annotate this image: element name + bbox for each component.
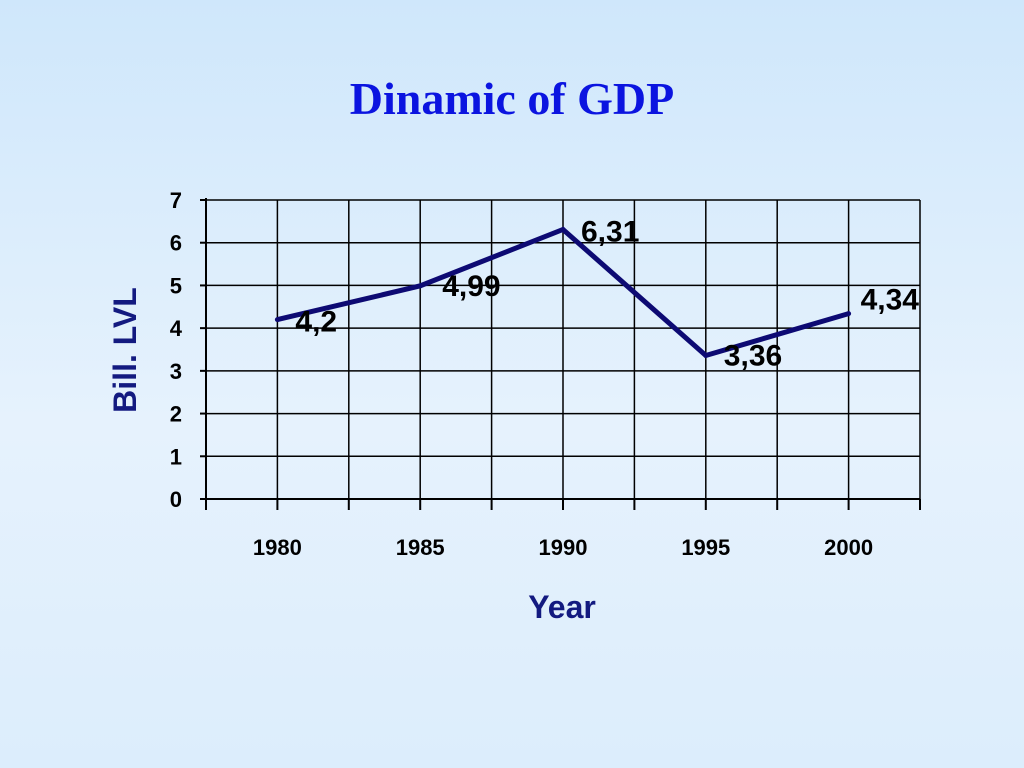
y-tick-label: 7 [170, 188, 182, 213]
data-point [274, 317, 280, 323]
x-tick-label: 1995 [681, 535, 730, 560]
data-point [560, 226, 566, 232]
data-labels: 4,2 4,99 6,31 3,36 4,34 [295, 215, 919, 372]
series-line-group [274, 226, 852, 359]
y-tick-labels: 0 1 2 3 4 5 6 7 [170, 188, 183, 512]
data-label: 4,34 [861, 284, 920, 317]
grid [205, 199, 921, 500]
data-point [417, 283, 423, 289]
x-axis-title: Year [528, 589, 596, 625]
y-tick-label: 2 [170, 402, 182, 427]
y-tick-label: 1 [170, 444, 182, 469]
y-tick-label: 6 [170, 231, 182, 256]
data-point [703, 352, 709, 358]
data-point [846, 311, 852, 317]
y-axis-title: Bill. LVL [107, 287, 143, 413]
x-tick-label: 1985 [396, 535, 445, 560]
data-label: 3,36 [724, 339, 782, 372]
data-label: 4,99 [442, 270, 500, 303]
y-tick-label: 4 [170, 316, 183, 341]
y-tick-label: 5 [170, 273, 182, 298]
y-tick-label: 3 [170, 359, 182, 384]
chart-title: Dinamic of GDP [349, 73, 675, 124]
x-tick-label: 1980 [253, 535, 302, 560]
data-label: 4,2 [295, 306, 337, 339]
y-tick-label: 0 [170, 487, 182, 512]
data-label: 6,31 [581, 215, 639, 248]
axes [200, 198, 921, 510]
x-tick-labels: 1980 1985 1990 1995 2000 [253, 535, 873, 560]
x-tick-label: 1990 [539, 535, 588, 560]
x-tick-label: 2000 [824, 535, 873, 560]
